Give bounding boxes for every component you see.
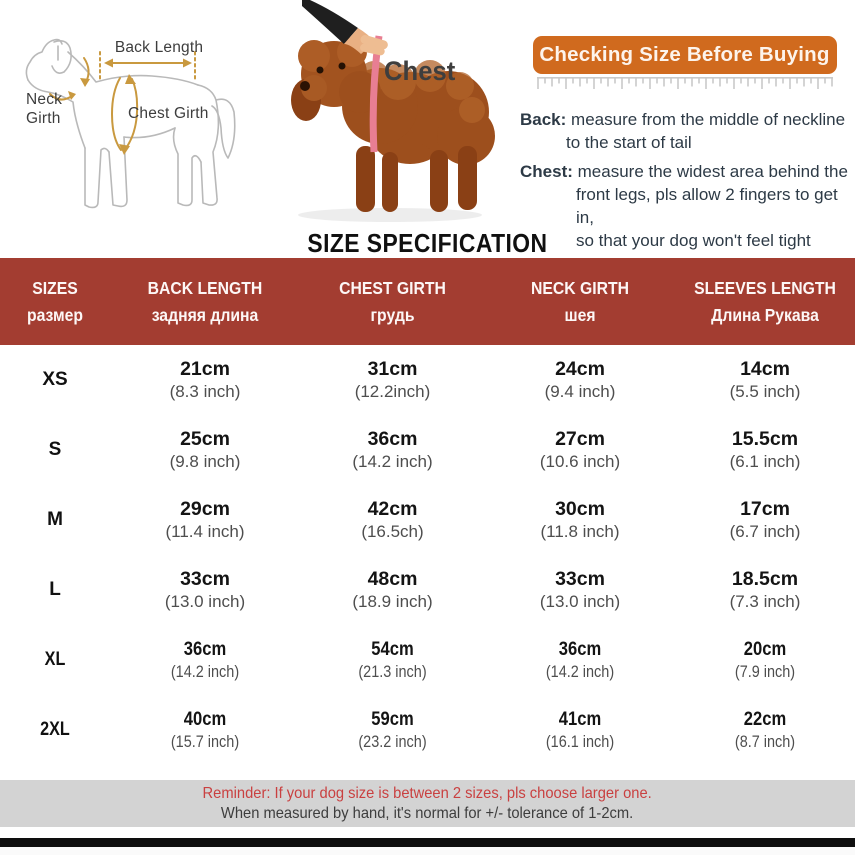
back-length-cell: 36cm (14.2 inch) — [170, 638, 240, 681]
back-length-cell: 33cm (13.0 inch) — [164, 568, 246, 611]
chest-girth-cell: 59cm (23.2 inch) — [358, 708, 427, 751]
sleeves-length-cell: 14cm (5.5 inch) — [729, 358, 801, 401]
chest-measure-note: Chest: measure the widest area behind th… — [520, 162, 848, 250]
neck-girth-diagram-label: Neck Girth — [26, 91, 63, 128]
title-row: SIZE SPECIFICATION — [0, 228, 855, 258]
page-title: SIZE SPECIFICATION — [307, 227, 548, 258]
header-sizes: SIZES размер — [26, 277, 84, 325]
neck-girth-cell: 33cm (13.0 inch) — [539, 568, 621, 611]
header-chest-girth: CHEST GIRTH грудь — [339, 277, 446, 325]
header-neck-girth: NECK GIRTH шея — [530, 277, 629, 325]
size-cell: S — [48, 439, 62, 460]
checking-size-banner: Checking Size Before Buying — [532, 36, 837, 74]
chest-girth-cell: 42cm (16.5ch) — [361, 498, 424, 541]
sleeves-length-cell: 22cm (8.7 inch) — [734, 708, 796, 751]
chest-girth-cell: 54cm (21.3 inch) — [358, 638, 427, 681]
size-cell: XL — [44, 649, 66, 670]
poodle-photo-graphic — [291, 0, 495, 222]
chest-photo-label: Chest — [384, 56, 456, 86]
table-header-row: SIZES размер BACK LENGTH задняя длина CH… — [0, 258, 855, 345]
size-cell: L — [49, 579, 61, 600]
header-back-length: BACK LENGTH задняя длина — [147, 277, 263, 325]
chest-girth-cell: 31cm (12.2inch) — [354, 358, 431, 401]
size-cell: 2XL — [40, 719, 70, 740]
back-length-cell: 29cm (11.4 inch) — [165, 498, 245, 541]
top-section: Back Length Neck Girth Chest Girth — [0, 0, 855, 250]
back-length-cell: 25cm (9.8 inch) — [169, 428, 241, 471]
dog-outline-graphic — [25, 38, 236, 209]
table-row-m: M 29cm (11.4 inch) 42cm (16.5ch) 30cm (1… — [0, 485, 855, 555]
sleeves-length-cell: 17cm (6.7 inch) — [729, 498, 801, 541]
neck-girth-cell: 41cm (16.1 inch) — [545, 708, 615, 751]
reminder-line-red: Reminder: If your dog size is between 2 … — [202, 784, 653, 802]
back-length-cell: 21cm (8.3 inch) — [169, 358, 241, 401]
sleeves-length-cell: 20cm (7.9 inch) — [734, 638, 796, 681]
header-sleeves-length: SLEEVES LENGTH Длина Рукава — [694, 277, 836, 325]
chest-girth-cell: 48cm (18.9 inch) — [352, 568, 433, 611]
neck-girth-cell: 27cm (10.6 inch) — [539, 428, 621, 471]
measuring-guide-panel: Checking Size Before Buying Back: measur… — [514, 0, 855, 250]
chest-term: Chest: — [520, 162, 573, 181]
size-cell: XS — [42, 369, 68, 390]
table-row-xs: XS 21cm (8.3 inch) 31cm (12.2inch) 24cm … — [0, 345, 855, 415]
table-row-xl: XL 36cm (14.2 inch) 54cm (21.3 inch) 36c… — [0, 625, 855, 695]
sleeves-length-cell: 15.5cm (6.1 inch) — [729, 428, 801, 471]
bottom-strip — [0, 847, 855, 855]
reminder-box: Reminder: If your dog size is between 2 … — [0, 780, 855, 827]
measuring-notes: Back: measure from the middle of necklin… — [520, 108, 855, 252]
back-measure-note: Back: measure from the middle of necklin… — [520, 110, 846, 152]
size-cell: M — [47, 509, 63, 530]
neck-girth-cell: 24cm (9.4 inch) — [544, 358, 616, 401]
bottom-divider-bar — [0, 838, 855, 847]
back-length-cell: 40cm (15.7 inch) — [170, 708, 240, 751]
back-term: Back: — [520, 110, 567, 129]
ruler-graphic — [536, 77, 833, 98]
table-row-l: L 33cm (13.0 inch) 48cm (18.9 inch) 33cm… — [0, 555, 855, 625]
neck-girth-cell: 36cm (14.2 inch) — [545, 638, 615, 681]
reminder-line-gray: When measured by hand, it's normal for +… — [221, 804, 634, 822]
table-row-2xl: 2XL 40cm (15.7 inch) 59cm (23.2 inch) 41… — [0, 695, 855, 765]
dog-photo-panel: Chest — [262, 0, 514, 228]
back-length-diagram-label: Back Length — [114, 39, 204, 56]
chest-girth-cell: 36cm (14.2 inch) — [352, 428, 433, 471]
neck-girth-cell: 30cm (11.8 inch) — [540, 498, 620, 541]
sleeves-length-cell: 18.5cm (7.3 inch) — [729, 568, 801, 611]
chest-girth-diagram-label: Chest Girth — [128, 105, 209, 122]
table-row-s: S 25cm (9.8 inch) 36cm (14.2 inch) 27cm … — [0, 415, 855, 485]
dog-measurement-diagram: Back Length Neck Girth Chest Girth — [0, 0, 262, 228]
